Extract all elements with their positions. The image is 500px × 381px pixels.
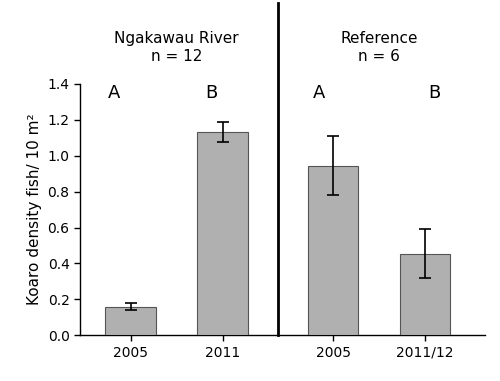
Text: B: B: [428, 84, 440, 102]
Text: A: A: [108, 84, 120, 102]
Bar: [198, 132, 248, 335]
Text: Reference
n = 6: Reference n = 6: [340, 31, 418, 64]
Text: A: A: [313, 84, 326, 102]
Bar: [400, 254, 450, 335]
Text: Ngakawau River
n = 12: Ngakawau River n = 12: [114, 31, 239, 64]
Bar: [308, 165, 358, 335]
Bar: [106, 307, 156, 335]
Text: B: B: [206, 84, 218, 102]
Y-axis label: Koaro density fish/ 10 m²: Koaro density fish/ 10 m²: [27, 114, 42, 305]
